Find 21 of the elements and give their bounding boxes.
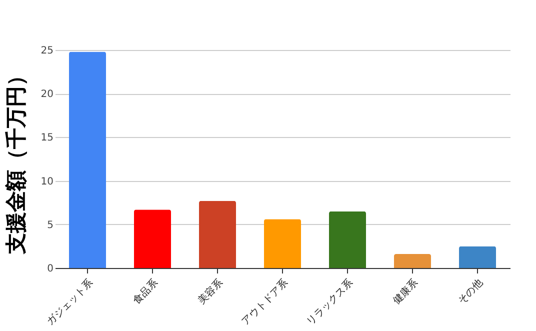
y-tick-label: 5	[47, 220, 54, 231]
bar	[394, 254, 431, 268]
y-axis-title: 支援金額（千万円）	[4, 65, 28, 255]
x-tick-label: アウトドア系	[239, 276, 290, 328]
x-tick-label: リラックス系	[304, 276, 356, 328]
x-tick-label: ガジェット系	[44, 276, 96, 328]
y-tick-label: 20	[40, 89, 54, 100]
y-tick-label: 25	[40, 46, 54, 56]
y-tick-label: 15	[40, 132, 54, 144]
x-tick-label: その他	[456, 276, 486, 306]
bar	[199, 200, 236, 268]
bar	[134, 210, 171, 268]
bar	[69, 52, 106, 268]
bar	[264, 219, 301, 268]
y-tick-label: 10	[40, 176, 54, 188]
x-tick-label: 美容系	[196, 276, 226, 306]
y-tick-label: 0	[47, 264, 54, 274]
bar	[459, 246, 496, 268]
x-tick-label: 食品系	[130, 276, 160, 306]
x-tick-label: 健康系	[390, 276, 420, 306]
bar	[329, 211, 366, 268]
